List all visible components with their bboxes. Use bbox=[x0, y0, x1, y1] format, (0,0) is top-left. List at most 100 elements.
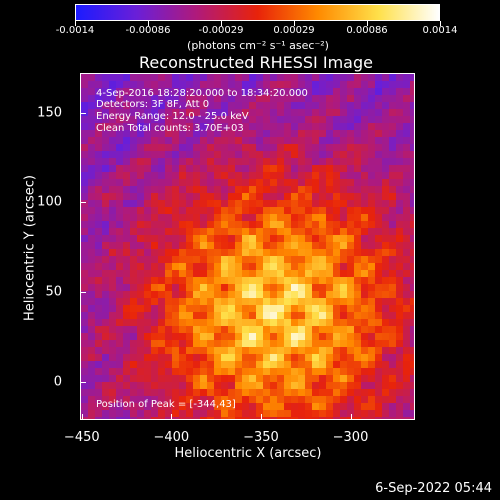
image-pixel bbox=[144, 410, 151, 417]
image-pixel bbox=[312, 291, 319, 298]
image-pixel bbox=[333, 116, 340, 123]
colorbar-tick-label: -0.00029 bbox=[198, 25, 244, 36]
x-tick-label: −300 bbox=[332, 430, 369, 445]
image-pixel bbox=[81, 277, 88, 284]
image-pixel bbox=[319, 228, 326, 235]
image-pixel bbox=[88, 249, 95, 256]
image-pixel bbox=[347, 410, 354, 417]
image-pixel bbox=[270, 375, 277, 382]
image-pixel bbox=[396, 242, 403, 249]
image-pixel bbox=[347, 347, 354, 354]
image-pixel bbox=[389, 200, 396, 207]
image-pixel bbox=[221, 200, 228, 207]
image-pixel bbox=[270, 88, 277, 95]
image-pixel bbox=[389, 165, 396, 172]
image-pixel bbox=[333, 109, 340, 116]
image-pixel bbox=[123, 109, 130, 116]
image-pixel bbox=[305, 410, 312, 417]
image-pixel bbox=[88, 389, 95, 396]
image-pixel bbox=[207, 263, 214, 270]
image-pixel bbox=[207, 74, 214, 81]
image-pixel bbox=[284, 74, 291, 81]
image-pixel bbox=[137, 123, 144, 130]
image-pixel bbox=[81, 312, 88, 319]
image-pixel bbox=[123, 165, 130, 172]
image-pixel bbox=[102, 151, 109, 158]
image-pixel bbox=[396, 130, 403, 137]
image-pixel bbox=[256, 249, 263, 256]
image-pixel bbox=[137, 109, 144, 116]
image-pixel bbox=[207, 312, 214, 319]
image-pixel bbox=[298, 277, 305, 284]
image-pixel bbox=[347, 165, 354, 172]
image-pixel bbox=[151, 305, 158, 312]
image-pixel bbox=[137, 179, 144, 186]
image-pixel bbox=[95, 354, 102, 361]
image-pixel bbox=[116, 319, 123, 326]
image-pixel bbox=[102, 361, 109, 368]
image-pixel bbox=[151, 165, 158, 172]
image-pixel bbox=[228, 326, 235, 333]
image-pixel bbox=[221, 165, 228, 172]
image-pixel bbox=[179, 319, 186, 326]
image-pixel bbox=[312, 102, 319, 109]
image-pixel bbox=[102, 291, 109, 298]
image-pixel bbox=[396, 263, 403, 270]
image-pixel bbox=[137, 200, 144, 207]
image-pixel bbox=[312, 305, 319, 312]
image-pixel bbox=[249, 116, 256, 123]
image-pixel bbox=[263, 207, 270, 214]
image-pixel bbox=[116, 137, 123, 144]
image-pixel bbox=[319, 186, 326, 193]
image-pixel bbox=[193, 389, 200, 396]
image-pixel bbox=[354, 214, 361, 221]
image-pixel bbox=[81, 417, 88, 419]
image-pixel bbox=[410, 277, 414, 284]
image-frame: 4-Sep-2016 18:28:20.000 to 18:34:20.000 … bbox=[80, 73, 415, 420]
image-pixel bbox=[144, 354, 151, 361]
image-pixel bbox=[305, 389, 312, 396]
image-pixel bbox=[193, 95, 200, 102]
image-pixel bbox=[235, 298, 242, 305]
image-pixel bbox=[298, 200, 305, 207]
image-pixel bbox=[396, 221, 403, 228]
image-pixel bbox=[200, 277, 207, 284]
image-pixel bbox=[396, 256, 403, 263]
image-pixel bbox=[256, 312, 263, 319]
image-pixel bbox=[207, 284, 214, 291]
image-pixel bbox=[368, 305, 375, 312]
image-pixel bbox=[361, 382, 368, 389]
image-pixel bbox=[340, 193, 347, 200]
image-pixel bbox=[403, 249, 410, 256]
image-pixel bbox=[207, 298, 214, 305]
image-pixel bbox=[382, 284, 389, 291]
image-pixel bbox=[277, 123, 284, 130]
image-pixel bbox=[81, 137, 88, 144]
image-pixel bbox=[361, 235, 368, 242]
image-pixel bbox=[277, 354, 284, 361]
image-pixel bbox=[193, 123, 200, 130]
image-pixel bbox=[207, 158, 214, 165]
image-pixel bbox=[102, 200, 109, 207]
image-pixel bbox=[403, 207, 410, 214]
image-pixel bbox=[116, 179, 123, 186]
image-pixel bbox=[179, 263, 186, 270]
image-pixel bbox=[214, 144, 221, 151]
image-pixel bbox=[312, 123, 319, 130]
image-pixel bbox=[298, 347, 305, 354]
image-pixel bbox=[277, 382, 284, 389]
image-pixel bbox=[186, 193, 193, 200]
image-pixel bbox=[144, 151, 151, 158]
image-pixel bbox=[186, 109, 193, 116]
image-pixel bbox=[319, 291, 326, 298]
image-pixel bbox=[298, 151, 305, 158]
image-pixel bbox=[235, 312, 242, 319]
image-pixel bbox=[242, 375, 249, 382]
image-pixel bbox=[298, 263, 305, 270]
image-pixel bbox=[228, 368, 235, 375]
image-pixel bbox=[235, 88, 242, 95]
image-pixel bbox=[144, 256, 151, 263]
image-pixel bbox=[179, 172, 186, 179]
image-pixel bbox=[284, 410, 291, 417]
image-pixel bbox=[319, 263, 326, 270]
